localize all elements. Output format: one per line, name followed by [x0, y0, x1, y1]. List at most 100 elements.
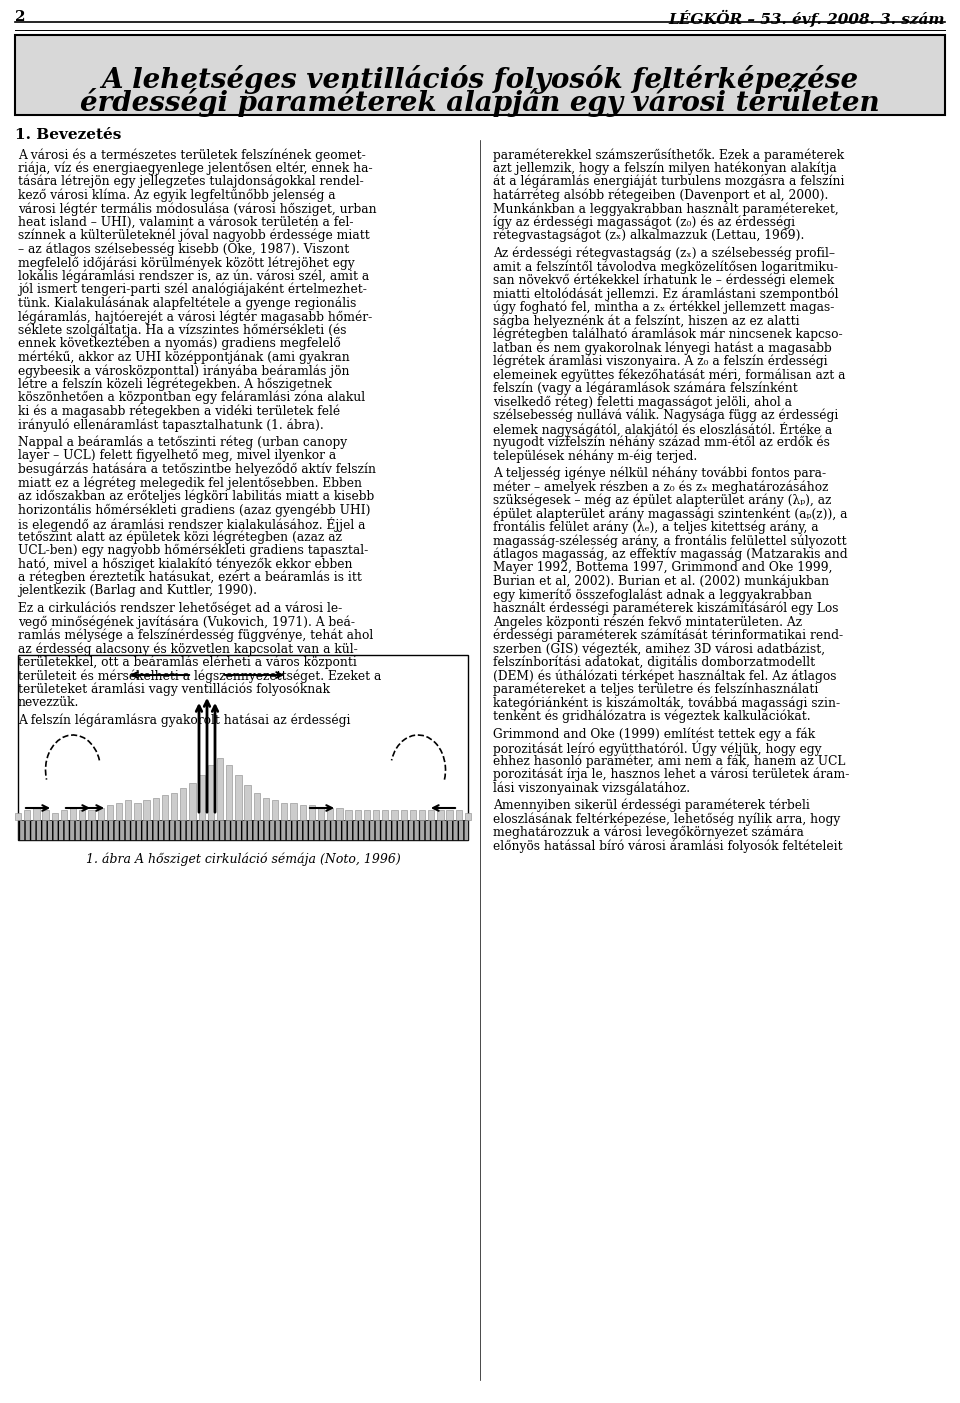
Bar — [18, 655, 468, 840]
Bar — [79, 810, 85, 819]
Bar — [410, 810, 416, 819]
Text: Mayer 1992, Bottema 1997, Grimmond and Oke 1999,: Mayer 1992, Bottema 1997, Grimmond and O… — [493, 561, 832, 574]
Bar — [309, 805, 315, 819]
Text: magasság-szélesség arány, a frontális felülettel súlyozott: magasság-szélesség arány, a frontális fe… — [493, 535, 847, 547]
Text: tünk. Kialakulásának alapfeltétele a gyenge regionális: tünk. Kialakulásának alapfeltétele a gye… — [18, 296, 356, 310]
Bar — [400, 810, 407, 819]
Text: meghatározzuk a városi levegőkörnyezet számára: meghatározzuk a városi levegőkörnyezet s… — [493, 826, 804, 839]
Text: elemeinek együttes fékezőhatását méri, formálisan azt a: elemeinek együttes fékezőhatását méri, f… — [493, 368, 846, 382]
Text: lási viszonyainak vizsgálatához.: lási viszonyainak vizsgálatához. — [493, 781, 690, 794]
Bar — [207, 765, 214, 819]
Text: jól ismert tengeri-parti szél analógiájaként értelmezhet-: jól ismert tengeri-parti szél analógiája… — [18, 283, 367, 296]
Text: köszönhetően a központban egy feláramlási zóna alakul: köszönhetően a központban egy feláramlás… — [18, 391, 365, 404]
Text: ennek következtében a nyomás) gradiens megfelelő: ennek következtében a nyomás) gradiens m… — [18, 337, 341, 351]
Text: heat island – UHI), valamint a városok területén a fel-: heat island – UHI), valamint a városok t… — [18, 216, 353, 229]
Text: használt érdességi paraméterek kiszámításáról egy Los: használt érdességi paraméterek kiszámítá… — [493, 602, 838, 615]
Bar — [107, 805, 113, 819]
Text: kező városi klíma. Az egyik legfeltűnőbb jelenség a: kező városi klíma. Az egyik legfeltűnőbb… — [18, 188, 336, 202]
Text: – az átlagos szélsebesség kisebb (Oke, 1987). Viszont: – az átlagos szélsebesség kisebb (Oke, 1… — [18, 243, 349, 255]
Bar — [281, 803, 287, 819]
Bar — [456, 810, 462, 819]
Text: rétegvastagságot (zₓ) alkalmazzuk (Lettau, 1969).: rétegvastagságot (zₓ) alkalmazzuk (Letta… — [493, 229, 804, 243]
Text: Burian et al, 2002). Burian et al. (2002) munkájukban: Burian et al, 2002). Burian et al. (2002… — [493, 575, 829, 588]
Text: A lehetséges ventillációs folyosók feltérképezése: A lehetséges ventillációs folyosók felté… — [102, 65, 858, 94]
Text: légáramlás, hajtóerejét a városi légtér magasabb hőmér-: légáramlás, hajtóerejét a városi légtér … — [18, 310, 372, 324]
Text: szükségesek – még az épület alapterület arány (λₚ), az: szükségesek – még az épület alapterület … — [493, 494, 831, 506]
Text: szélsebesség nullává válik. Nagysága függ az érdességi: szélsebesség nullává válik. Nagysága füg… — [493, 408, 838, 422]
Bar — [318, 808, 324, 819]
Text: területekkel, ott a beáramlás elérheti a város központi: területekkel, ott a beáramlás elérheti a… — [18, 655, 357, 669]
Bar — [42, 810, 49, 819]
Text: települések néhány m-éig terjed.: települések néhány m-éig terjed. — [493, 449, 697, 463]
Bar — [438, 810, 444, 819]
Bar — [392, 810, 397, 819]
Bar — [70, 808, 76, 819]
Text: porozitását leíró együtthatóról. Úgy véljük, hogy egy: porozitását leíró együtthatóról. Úgy vél… — [493, 741, 822, 756]
Text: területeket áramlási vagy ventillációs folyosóknak: területeket áramlási vagy ventillációs f… — [18, 683, 330, 696]
Bar — [60, 810, 67, 819]
Text: latban és nem gyakorolnak lényegi hatást a magasabb: latban és nem gyakorolnak lényegi hatást… — [493, 341, 831, 355]
Text: nyugodt vízfelszín néhány század mm-étől az erdők és: nyugodt vízfelszín néhány század mm-étől… — [493, 435, 829, 449]
Text: paramétereket a teljes területre és felszínhasználati: paramétereket a teljes területre és fels… — [493, 683, 818, 696]
Text: felszínborítási adatokat, digitális domborzatmodellt: felszínborítási adatokat, digitális domb… — [493, 655, 815, 669]
Bar — [446, 810, 453, 819]
Text: amit a felszíntől távolodva megközelítősen logaritmiku-: amit a felszíntől távolodva megközelítős… — [493, 260, 838, 274]
Text: légrétegben található áramlások már nincsenek kapcso-: légrétegben található áramlások már ninc… — [493, 327, 843, 341]
Text: a rétegben éreztetik hatásukat, ezért a beáramlás is itt: a rétegben éreztetik hatásukat, ezért a … — [18, 571, 362, 584]
Text: is elegendő az áramlási rendszer kialakulásához. Éjjel a: is elegendő az áramlási rendszer kialaku… — [18, 516, 366, 532]
Text: így az érdességi magasságot (z₀) és az érdességi: így az érdességi magasságot (z₀) és az é… — [493, 216, 795, 229]
Text: A teljesség igénye nélkül néhány további fontos para-: A teljesség igénye nélkül néhány további… — [493, 467, 827, 480]
Text: tenként és gridhálózatra is végeztek kalkulációkat.: tenként és gridhálózatra is végeztek kal… — [493, 710, 810, 723]
Text: területeit és mérsékelheti a légszennyezettséget. Ezeket a: területeit és mérsékelheti a légszennyez… — [18, 669, 381, 683]
Bar — [226, 765, 232, 819]
Text: (DEM) és úthálózati térképet használtak fel. Az átlagos: (DEM) és úthálózati térképet használtak … — [493, 669, 836, 683]
Text: miatti eltolódását jellemzi. Ez áramlástani szempontból: miatti eltolódását jellemzi. Ez áramlást… — [493, 288, 838, 300]
Bar — [263, 797, 269, 819]
Text: layer – UCL) felett figyelhető meg, mivel ilyenkor a: layer – UCL) felett figyelhető meg, mive… — [18, 449, 336, 462]
Text: nevezzük.: nevezzük. — [18, 696, 80, 709]
Text: az érdesség alacsony és közvetlen kapcsolat van a kül-: az érdesség alacsony és közvetlen kapcso… — [18, 643, 358, 655]
Text: ható, mivel a hősziget kialakító tényezők ekkor ebben: ható, mivel a hősziget kialakító tényező… — [18, 557, 352, 571]
Text: Nappal a beáramlás a tetőszinti réteg (urban canopy: Nappal a beáramlás a tetőszinti réteg (u… — [18, 435, 348, 449]
Bar — [162, 796, 168, 819]
Text: létre a felszín közeli légrétegekben. A hőszigetnek: létre a felszín közeli légrétegekben. A … — [18, 377, 332, 391]
Bar — [24, 810, 31, 819]
Bar — [171, 793, 178, 819]
Text: ehhez hasonló paraméter, ami nem a fák, hanem az UCL: ehhez hasonló paraméter, ami nem a fák, … — [493, 755, 846, 767]
Bar — [290, 803, 297, 819]
Text: megfelelő időjárási körülmények között létrejöhet egy: megfelelő időjárási körülmények között l… — [18, 255, 354, 269]
Text: Ez a cirkulációs rendszer lehetőséget ad a városi le-: Ez a cirkulációs rendszer lehetőséget ad… — [18, 602, 343, 615]
Text: viselkedő réteg) feletti magasságot jelöli, ahol a: viselkedő réteg) feletti magasságot jelö… — [493, 396, 792, 408]
Bar — [143, 800, 150, 819]
Bar — [217, 758, 223, 819]
Bar — [382, 810, 389, 819]
Text: miatt ez a légréteg melegedik fel jelentősebben. Ebben: miatt ez a légréteg melegedik fel jelent… — [18, 476, 362, 490]
Text: kategóriánként is kiszámolták, továbbá magassági szin-: kategóriánként is kiszámolták, továbbá m… — [493, 696, 840, 710]
Text: Munkánkban a leggyakrabban használt paramétereket,: Munkánkban a leggyakrabban használt para… — [493, 202, 839, 216]
Bar — [34, 808, 39, 819]
Bar — [373, 810, 379, 819]
Bar — [272, 800, 278, 819]
Text: Angeles központi részén fekvő mintaterületen. Az: Angeles központi részén fekvő mintaterül… — [493, 615, 803, 629]
Bar — [153, 797, 159, 819]
Bar — [346, 810, 351, 819]
Bar — [14, 812, 21, 819]
Text: lokális légáramlási rendszer is, az ún. városi szél, amit a: lokális légáramlási rendszer is, az ún. … — [18, 269, 370, 283]
Text: érdességi paraméterek alapján egy városi területen: érdességi paraméterek alapján egy városi… — [81, 88, 879, 116]
Bar — [88, 810, 95, 819]
Bar — [428, 810, 435, 819]
Text: az időszakban az erőteljes légköri labilitás miatt a kisebb: az időszakban az erőteljes légköri labil… — [18, 490, 374, 504]
Text: felszín (vagy a légáramlások számára felszínként: felszín (vagy a légáramlások számára fel… — [493, 382, 798, 396]
Text: átlagos magasság, az effektív magasság (Matzarakis and: átlagos magasság, az effektív magasság (… — [493, 547, 848, 561]
Text: Amennyiben sikerül érdességi paraméterek térbeli: Amennyiben sikerül érdességi paraméterek… — [493, 798, 810, 812]
Text: séklete szolgáltatja. Ha a vízszintes hőmérsékleti (és: séklete szolgáltatja. Ha a vízszintes hő… — [18, 324, 347, 337]
Text: egybeesik a városközponttal) irányába beáramlás jön: egybeesik a városközponttal) irányába be… — [18, 363, 349, 377]
Bar — [235, 774, 242, 819]
Bar — [98, 808, 104, 819]
Text: jelentkezik (Barlag and Kuttler, 1990).: jelentkezik (Barlag and Kuttler, 1990). — [18, 584, 257, 598]
Bar — [364, 810, 371, 819]
Text: riája, víz és energiaegyenlege jelentősen eltér, ennek ha-: riája, víz és energiaegyenlege jelentőse… — [18, 161, 372, 175]
Text: ki és a magasabb rétegekben a vidéki területek felé: ki és a magasabb rétegekben a vidéki ter… — [18, 404, 340, 418]
Bar — [465, 812, 471, 819]
Bar — [116, 803, 122, 819]
